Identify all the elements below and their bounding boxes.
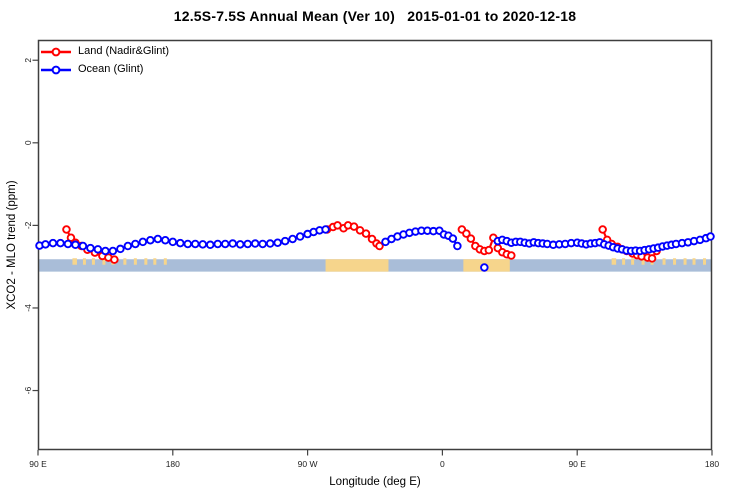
x-tick-label: 90 W [298, 459, 318, 469]
data-point [93, 245, 103, 254]
data-point [235, 240, 245, 249]
data-point [101, 246, 110, 256]
land-patch [91, 258, 95, 265]
chart-title: 12.5S-7.5S Annual Mean (Ver 10) 2015-01-… [173, 8, 577, 24]
data-point [110, 255, 119, 264]
data-point [480, 263, 489, 272]
series-ocean [35, 225, 715, 272]
data-point [116, 244, 125, 254]
x-tick-label: 90 E [568, 459, 586, 469]
data-point [250, 239, 260, 248]
legend: Land (Nadir&Glint) Ocean (Glint) [41, 43, 169, 78]
data-point [243, 239, 252, 249]
land-patch [144, 258, 148, 265]
y-tick-label: 2 [23, 58, 33, 63]
y-axis-title: XCO2 - MLO trend (ppm) [6, 180, 18, 310]
land-patch [641, 258, 645, 265]
data-point [153, 234, 163, 244]
data-point [183, 239, 193, 249]
data-point [288, 234, 297, 244]
land-patch [133, 258, 137, 265]
y-tick-label: -2 [23, 221, 33, 229]
legend-item-land: Land (Nadir&Glint) [41, 43, 169, 60]
data-point [198, 240, 208, 249]
data-point [295, 232, 305, 241]
land-patch [662, 258, 666, 265]
data-point [349, 222, 359, 231]
land-patch [673, 258, 677, 265]
data-point [131, 239, 140, 249]
data-point [161, 236, 170, 245]
data-point [598, 225, 607, 234]
data-point [78, 241, 88, 251]
land-patch [72, 258, 77, 265]
axes: 90 E 180 90 W 0 90 E 180 2 0 -2 -4 -6 [23, 58, 719, 469]
data-point [205, 240, 215, 250]
data-point [213, 239, 222, 249]
legend-marker-icon [41, 47, 71, 56]
map-strip [38, 258, 712, 272]
legend-label: Ocean (Glint) [78, 63, 144, 75]
legend-item-ocean: Ocean (Glint) [41, 61, 169, 78]
land-patch [611, 258, 617, 265]
data-point [355, 226, 365, 235]
data-point [647, 254, 657, 263]
land-patch [82, 258, 86, 265]
land-patch [102, 258, 106, 265]
data-point [453, 241, 462, 251]
data-point [220, 239, 230, 249]
data-point [56, 238, 65, 248]
data-point [168, 237, 178, 247]
data-point [86, 243, 95, 253]
data-point [265, 239, 275, 248]
legend-label: Land (Nadir&Glint) [78, 45, 170, 57]
x-tick-label: 180 [166, 459, 180, 469]
x-tick-label: 0 [440, 459, 445, 469]
data-point [48, 238, 58, 248]
data-point [191, 239, 200, 249]
x-axis-title: Longitude (deg E) [329, 476, 421, 488]
land-patch [683, 258, 687, 265]
data-point [146, 236, 155, 245]
y-tick-label: -6 [23, 386, 33, 394]
land-patch [692, 258, 696, 265]
land-patch [622, 258, 626, 265]
data-point [138, 237, 148, 247]
land-patch [631, 258, 635, 265]
land-patch [163, 258, 167, 265]
data-point [273, 238, 282, 247]
data-point [63, 239, 73, 249]
data-point [507, 251, 516, 260]
data-point [466, 234, 476, 243]
land-patch [123, 258, 127, 265]
data-point [62, 225, 71, 234]
data-point [41, 240, 50, 249]
data-point [258, 239, 267, 249]
y-tick-label: 0 [23, 140, 33, 145]
land-patch [153, 258, 157, 265]
data-point [484, 245, 494, 255]
data-point [375, 241, 384, 251]
data-point [176, 238, 185, 248]
x-tick-label: 180 [705, 459, 719, 469]
legend-marker-icon [41, 65, 71, 74]
data-point [448, 234, 458, 243]
land-patch [703, 258, 707, 265]
data-point [280, 236, 290, 246]
data-point [228, 239, 237, 248]
data-point [361, 229, 371, 238]
data-point [108, 246, 118, 256]
y-tick-label: -4 [23, 304, 33, 312]
data-point [321, 225, 330, 234]
data-point [706, 232, 715, 241]
data-point [123, 241, 133, 251]
land-patch [325, 259, 389, 272]
x-tick-label: 90 E [29, 459, 47, 469]
data-point [462, 229, 471, 238]
data-point [71, 240, 80, 250]
